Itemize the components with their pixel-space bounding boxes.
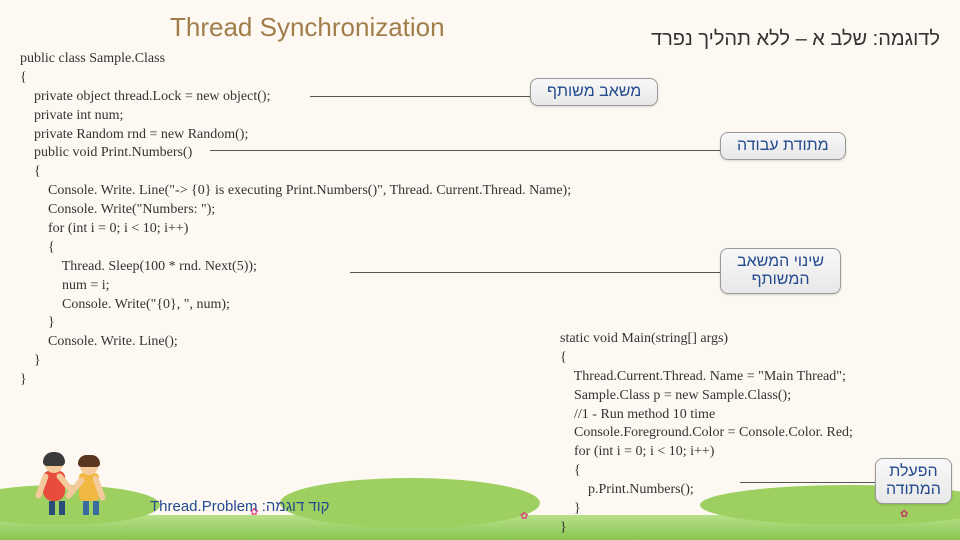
callout-connector (310, 96, 530, 97)
callout-connector (350, 272, 720, 273)
flower-icon: ✿ (900, 509, 908, 520)
callout-shared-resource: משאב משותף (530, 78, 658, 106)
callout-method-call: הפעלת המתודה (875, 458, 952, 504)
callout-method: מתודת עבודה (720, 132, 846, 160)
callout-change-shared: שינוי המשאב המשותף (720, 248, 841, 294)
code-block-right: static void Main(string[] args) { Thread… (560, 330, 853, 538)
kids-illustration (40, 430, 120, 520)
callout-connector (740, 482, 875, 483)
footer-caption: קוד דוגמה: Thread.Problem (150, 498, 330, 515)
callout-connector (210, 150, 720, 151)
page-title: Thread Synchronization (170, 12, 445, 43)
subtitle: לדוגמה: שלב א – ללא תהליך נפרד (651, 28, 940, 51)
code-block-left: public class Sample.Class { private obje… (20, 50, 571, 390)
flower-icon: ✿ (520, 511, 528, 522)
